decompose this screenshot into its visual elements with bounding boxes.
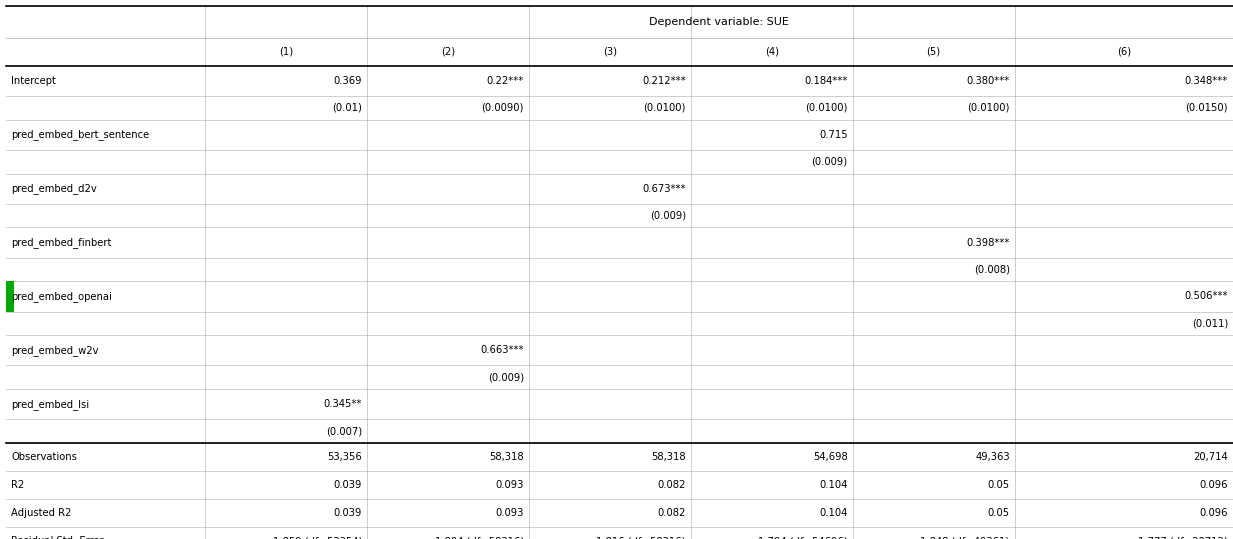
Text: 0.039: 0.039 xyxy=(334,508,363,518)
Text: 0.082: 0.082 xyxy=(657,480,686,490)
Text: (1): (1) xyxy=(279,47,293,57)
Text: 0.212***: 0.212*** xyxy=(642,76,686,86)
Text: 0.093: 0.093 xyxy=(496,508,524,518)
Text: (5): (5) xyxy=(926,47,941,57)
Text: Residual Std. Error: Residual Std. Error xyxy=(11,536,104,539)
Text: Adjusted R2: Adjusted R2 xyxy=(11,508,72,518)
Text: 0.104: 0.104 xyxy=(820,508,848,518)
Text: 53,356: 53,356 xyxy=(327,452,363,462)
Text: Dependent variable: SUE: Dependent variable: SUE xyxy=(649,17,789,27)
Text: (0.0100): (0.0100) xyxy=(805,103,848,113)
Text: (0.0150): (0.0150) xyxy=(1186,103,1228,113)
Text: 0.096: 0.096 xyxy=(1200,480,1228,490)
Text: 1.777 (df=20712): 1.777 (df=20712) xyxy=(1138,536,1228,539)
Text: 0.506***: 0.506*** xyxy=(1185,292,1228,301)
Text: 1.816 (df=58316): 1.816 (df=58316) xyxy=(597,536,686,539)
Text: 0.096: 0.096 xyxy=(1200,508,1228,518)
Text: 0.715: 0.715 xyxy=(819,130,848,140)
Text: (0.009): (0.009) xyxy=(650,211,686,220)
Text: 0.22***: 0.22*** xyxy=(487,76,524,86)
Text: (0.007): (0.007) xyxy=(326,426,363,436)
Text: 0.05: 0.05 xyxy=(988,480,1010,490)
Text: 0.369: 0.369 xyxy=(333,76,363,86)
Text: 0.398***: 0.398*** xyxy=(967,238,1010,247)
Text: pred_embed_bert_sentence: pred_embed_bert_sentence xyxy=(11,129,149,140)
Text: Intercept: Intercept xyxy=(11,76,55,86)
Text: 0.104: 0.104 xyxy=(820,480,848,490)
Text: (0.009): (0.009) xyxy=(488,372,524,382)
Text: 0.348***: 0.348*** xyxy=(1185,76,1228,86)
Text: 54,698: 54,698 xyxy=(813,452,848,462)
Text: 1.804 (df=58316): 1.804 (df=58316) xyxy=(434,536,524,539)
Text: 0.345**: 0.345** xyxy=(323,399,363,409)
Text: 0.082: 0.082 xyxy=(657,508,686,518)
Text: (0.01): (0.01) xyxy=(332,103,363,113)
Text: (0.0090): (0.0090) xyxy=(482,103,524,113)
Text: 58,318: 58,318 xyxy=(651,452,686,462)
Text: pred_embed_d2v: pred_embed_d2v xyxy=(11,183,97,194)
Text: Observations: Observations xyxy=(11,452,76,462)
Text: 0.093: 0.093 xyxy=(496,480,524,490)
Text: 1.794 (df=54696): 1.794 (df=54696) xyxy=(758,536,848,539)
Text: (0.0100): (0.0100) xyxy=(644,103,686,113)
Text: pred_embed_finbert: pred_embed_finbert xyxy=(11,237,111,248)
Text: (0.011): (0.011) xyxy=(1192,319,1228,328)
Text: (6): (6) xyxy=(1117,47,1131,57)
Text: (2): (2) xyxy=(440,47,455,57)
Text: 0.663***: 0.663*** xyxy=(481,345,524,355)
Text: (0.009): (0.009) xyxy=(811,157,848,167)
Text: pred_embed_openai: pred_embed_openai xyxy=(11,291,112,302)
Text: 0.673***: 0.673*** xyxy=(642,184,686,194)
Text: 20,714: 20,714 xyxy=(1194,452,1228,462)
Text: pred_embed_lsi: pred_embed_lsi xyxy=(11,399,89,410)
Text: 58,318: 58,318 xyxy=(490,452,524,462)
Text: 0.039: 0.039 xyxy=(334,480,363,490)
Text: R2: R2 xyxy=(11,480,25,490)
Text: (4): (4) xyxy=(764,47,779,57)
Text: 0.184***: 0.184*** xyxy=(804,76,848,86)
Text: (0.008): (0.008) xyxy=(974,265,1010,274)
Text: pred_embed_w2v: pred_embed_w2v xyxy=(11,345,99,356)
Text: (3): (3) xyxy=(603,47,616,57)
Text: 49,363: 49,363 xyxy=(975,452,1010,462)
Text: 0.380***: 0.380*** xyxy=(967,76,1010,86)
Text: 0.05: 0.05 xyxy=(988,508,1010,518)
Text: 1.859 (df=53354): 1.859 (df=53354) xyxy=(272,536,363,539)
Bar xyxy=(6,281,14,312)
Text: 1.848 (df=49361): 1.848 (df=49361) xyxy=(921,536,1010,539)
Text: (0.0100): (0.0100) xyxy=(968,103,1010,113)
